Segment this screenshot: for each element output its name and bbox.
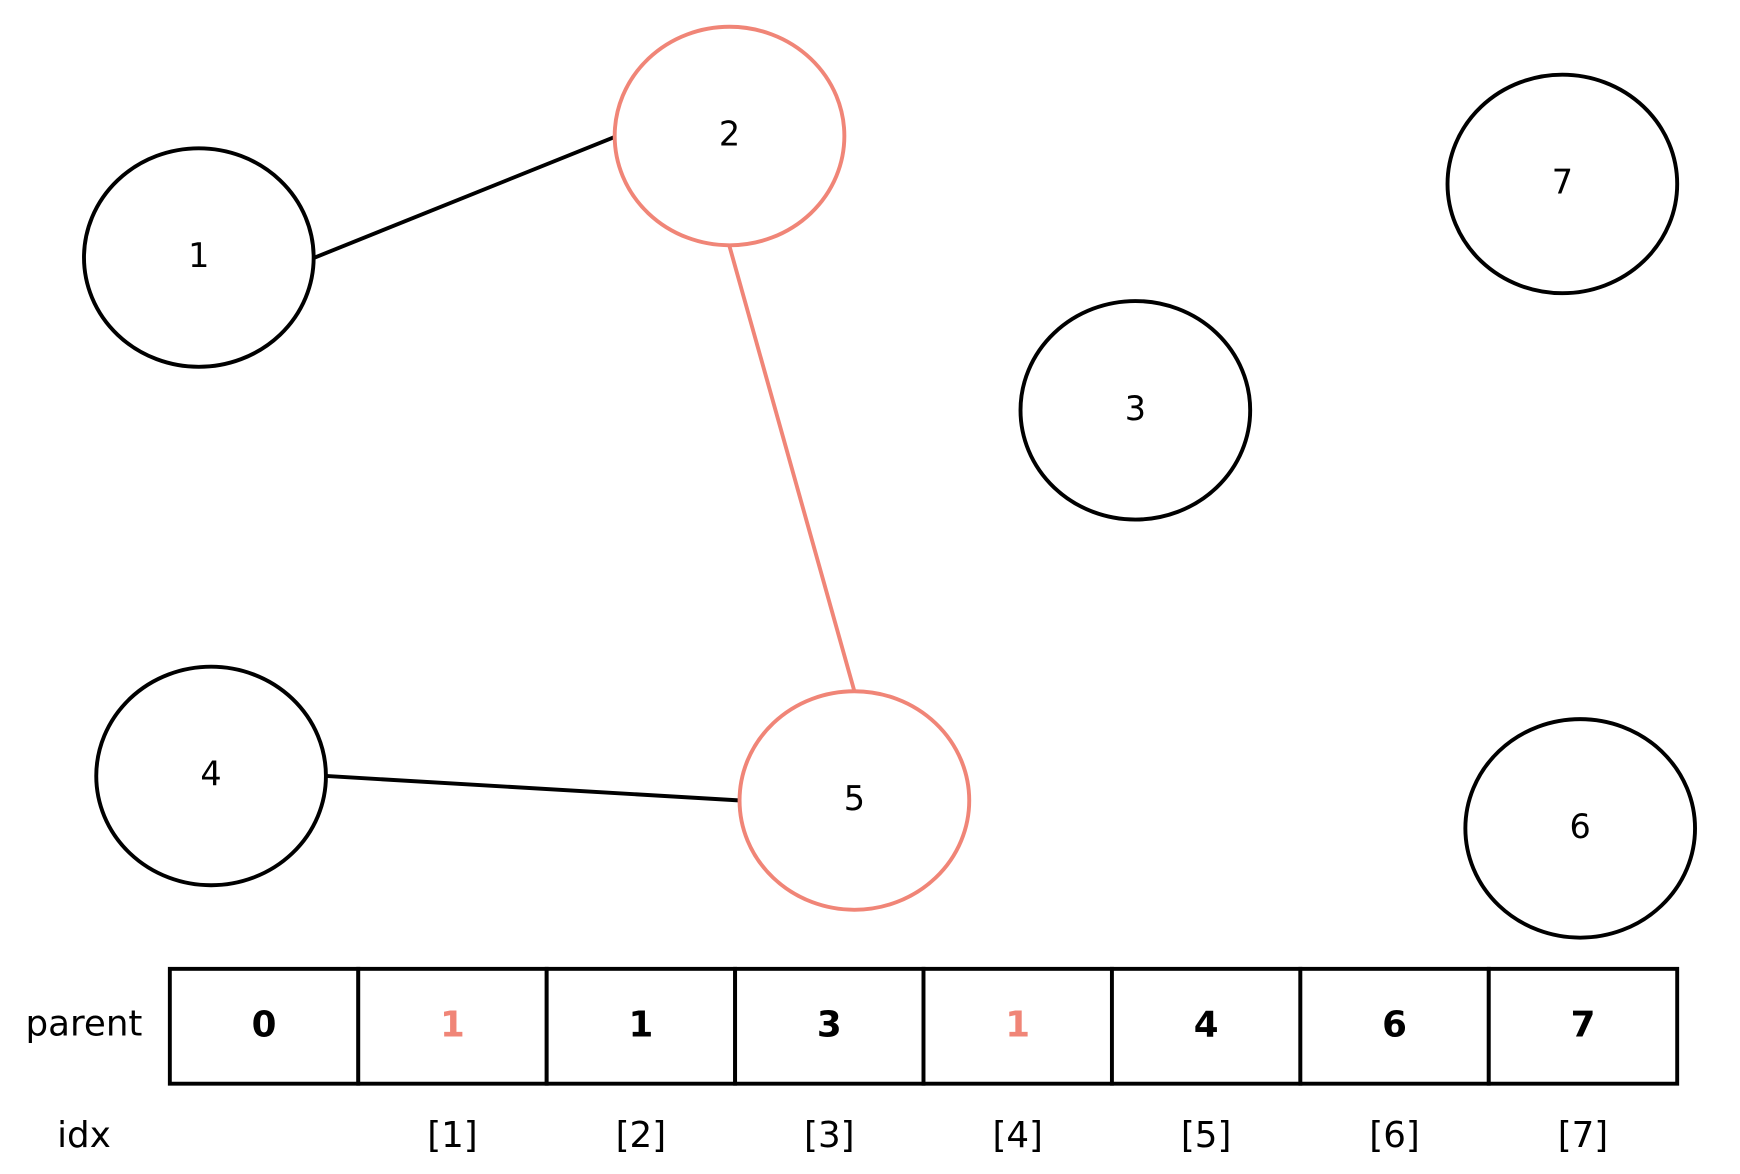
node-label: 1 [188, 236, 209, 275]
node [82, 146, 316, 369]
array-cell [733, 966, 926, 1086]
node-label: 5 [844, 779, 865, 818]
index: [1] [427, 1115, 478, 1156]
edge [727, 245, 857, 692]
edge [314, 134, 618, 260]
index: [3] [804, 1115, 855, 1156]
edge [325, 774, 741, 803]
parent-value: 1 [440, 1004, 465, 1045]
index-label: idx [57, 1115, 111, 1156]
node-label: 3 [1125, 389, 1146, 428]
index: [5] [1181, 1115, 1232, 1156]
node-label: 2 [719, 115, 740, 154]
parent-array: 0 1 1 3 1 4 6 7 [1] [2] [3] [4] [5] [6] [7] [167, 966, 1680, 1156]
node [1463, 717, 1697, 940]
node-label: 6 [1570, 807, 1591, 846]
array-cell [921, 966, 1114, 1086]
node-label: 7 [1552, 162, 1573, 201]
parent-value: 4 [1194, 1004, 1219, 1045]
parent-value: 0 [252, 1004, 277, 1045]
parent-value: 3 [817, 1004, 842, 1045]
index: [4] [992, 1115, 1043, 1156]
parent-value: 1 [628, 1004, 653, 1045]
parent-value: 1 [1005, 1004, 1030, 1045]
node-label: 4 [200, 754, 221, 793]
row-label: parent [26, 1004, 143, 1045]
index: [6] [1369, 1115, 1420, 1156]
array-cell [1486, 966, 1680, 1086]
index: [2] [616, 1115, 667, 1156]
parent-value: 7 [1571, 1004, 1596, 1045]
node [737, 689, 972, 912]
node [1018, 299, 1253, 522]
node [612, 24, 847, 248]
array-cell [544, 966, 738, 1086]
node [94, 664, 328, 888]
node [1445, 72, 1680, 296]
index: [7] [1558, 1115, 1609, 1156]
parent-value: 6 [1382, 1004, 1407, 1045]
array-cell [1109, 966, 1303, 1086]
